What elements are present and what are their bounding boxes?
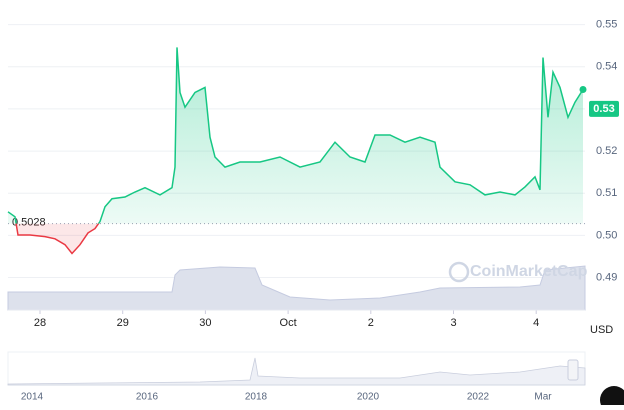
price-line-above <box>7 47 584 224</box>
y-tick-label: 0.54 <box>596 61 617 73</box>
y-tick-label: 0.49 <box>596 271 617 283</box>
watermark: CoinMarketCap <box>470 263 588 280</box>
baseline-label: 0.5028 <box>12 216 46 228</box>
baseline-label-bg <box>10 215 48 229</box>
y-tick-label: 0.55 <box>596 18 617 30</box>
x-tick-label: 30 <box>199 317 211 329</box>
navigator-label: 2016 <box>136 392 159 403</box>
price-line-below <box>15 223 100 255</box>
navigator-handle[interactable] <box>567 359 579 381</box>
price-tag-label: 0.53 <box>593 103 614 115</box>
x-tick-label: 3 <box>450 317 456 329</box>
last-point <box>579 86 587 94</box>
navigator-series <box>7 357 586 386</box>
y-tick-label: 0.52 <box>596 145 617 157</box>
price-tag <box>589 100 619 117</box>
navigator-label: 2018 <box>245 392 268 403</box>
navigator-label: 2022 <box>467 392 490 403</box>
watermark-logo <box>448 261 470 283</box>
x-tick-label: 29 <box>117 317 129 329</box>
navigator-label: 2020 <box>357 392 380 403</box>
corner-button[interactable] <box>600 386 624 410</box>
navigator-label: Mar <box>534 392 552 403</box>
area-below <box>8 223 583 254</box>
navigator-label: 2014 <box>21 392 44 403</box>
y-tick-label: 0.50 <box>596 229 617 241</box>
x-tick-label: 28 <box>34 317 46 329</box>
y-tick-label: 0.51 <box>596 187 617 199</box>
area-above <box>8 47 583 224</box>
x-tick-label: Oct <box>280 317 297 329</box>
x-tick-label: 4 <box>533 317 539 329</box>
currency-label: USD <box>590 324 613 336</box>
x-tick-label: 2 <box>368 317 374 329</box>
volume-bars <box>7 265 586 311</box>
